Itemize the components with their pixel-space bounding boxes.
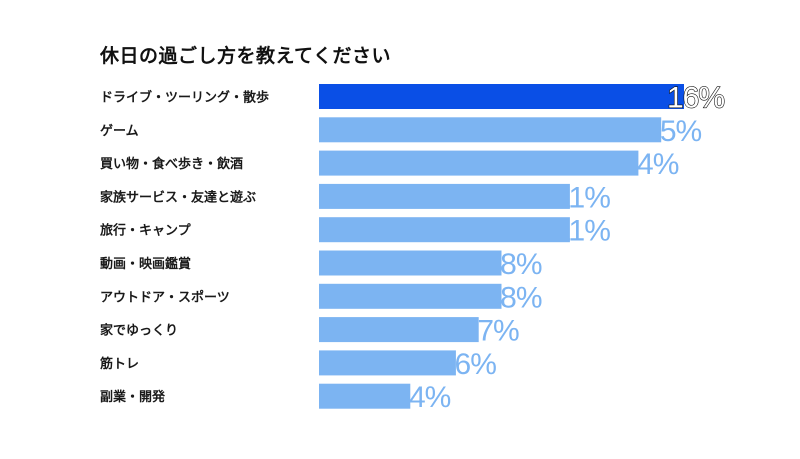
bar [319, 117, 662, 143]
category-label: 旅行・キャンプ [100, 223, 192, 239]
category-label: ドライブ・ツーリング・散歩 [100, 90, 269, 106]
bar [319, 217, 570, 243]
value-labels: 16%15%14%11%11%8%8%7%6%4% [409, 81, 726, 414]
value-label: 7% [477, 315, 519, 348]
category-labels: ドライブ・ツーリング・散歩ゲーム買い物・食べ歩き・飲酒家族サービス・友達と遊ぶ旅… [99, 90, 269, 406]
category-label: 動画・映画鑑賞 [100, 256, 191, 272]
value-label: 16% [667, 82, 724, 115]
category-label: 家でゆっくり [100, 323, 178, 339]
value-label: 8% [500, 281, 542, 314]
bar [319, 383, 411, 409]
bars [319, 84, 684, 409]
bar [319, 350, 456, 376]
bar [319, 317, 479, 343]
category-label: 買い物・食べ歩き・飲酒 [100, 156, 243, 172]
value-label: 14% [621, 148, 678, 181]
value-label: 4% [409, 381, 451, 414]
bar [319, 84, 684, 109]
chart-title: 休日の過ごし方を教えてください [100, 45, 391, 67]
bar [319, 283, 502, 309]
category-label: 筋トレ [99, 356, 139, 372]
value-label: 15% [644, 115, 701, 148]
category-label: 家族サービス・友達と遊ぶ [100, 189, 256, 205]
category-label: 副業・開発 [100, 389, 166, 405]
value-label: 11% [555, 215, 610, 248]
value-label: 6% [455, 348, 497, 381]
category-label: ゲーム [100, 123, 139, 139]
bar [319, 183, 570, 209]
bar [319, 250, 502, 276]
value-label: 11% [555, 181, 610, 214]
category-label: アウトドア・スポーツ [100, 289, 230, 305]
bar [319, 150, 639, 176]
value-label: 8% [500, 248, 542, 281]
